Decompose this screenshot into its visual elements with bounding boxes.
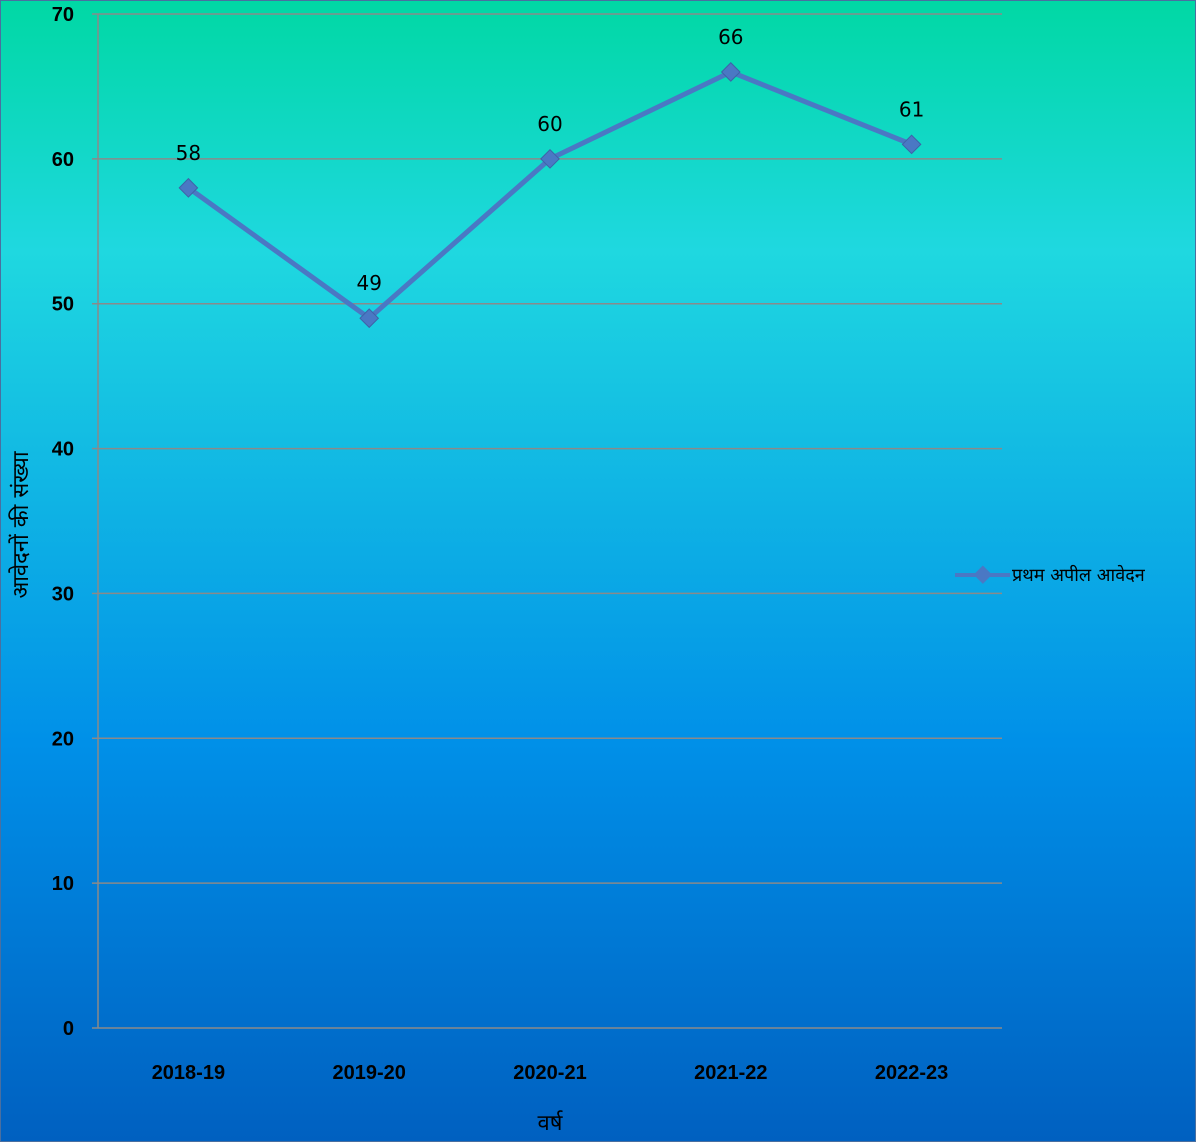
y-tick-labels: 0 10 20 30 40 50 60 70 — [52, 4, 74, 1040]
y-tick-label: 50 — [52, 294, 74, 316]
data-label: 66 — [718, 25, 743, 49]
y-axis-title: आवेदनों की संख्या — [8, 451, 34, 598]
legend: प्रथम अपील आवेदन — [955, 564, 1146, 586]
data-point-marker — [540, 148, 560, 169]
data-label: 61 — [899, 97, 924, 121]
x-tick-label: 2019-20 — [332, 1062, 405, 1084]
x-tick-label: 2018-19 — [152, 1062, 225, 1084]
marker-layer — [178, 62, 922, 329]
data-label: 60 — [537, 112, 562, 136]
y-tick-label: 20 — [52, 728, 74, 750]
data-point-marker — [901, 134, 922, 155]
y-tick-label: 10 — [52, 873, 74, 895]
x-tick-label: 2021-22 — [694, 1062, 767, 1084]
x-tick-label: 2022-23 — [875, 1062, 948, 1084]
data-label: 49 — [356, 271, 381, 295]
legend-label: प्रथम अपील आवेदन — [1012, 564, 1146, 586]
legend-marker — [973, 565, 993, 584]
x-axis-title: वर्ष — [538, 1110, 564, 1136]
data-label: 58 — [176, 141, 201, 165]
data-point-marker — [720, 62, 741, 82]
y-tick-label: 70 — [52, 4, 74, 26]
data-label-layer: 58 49 60 66 61 — [176, 25, 925, 295]
y-tick-label: 40 — [52, 439, 74, 461]
y-tick-label: 60 — [52, 149, 74, 171]
x-tick-label: 2020-21 — [513, 1062, 586, 1084]
data-point-marker — [178, 177, 199, 198]
gridlines — [92, 13, 1002, 1029]
x-tick-labels: 2018-19 2019-20 2020-21 2021-22 2022-23 — [152, 1062, 949, 1084]
axes — [97, 14, 1002, 1029]
data-point-marker — [359, 308, 380, 329]
y-tick-label: 0 — [63, 1018, 74, 1040]
y-tick-label: 30 — [52, 583, 74, 605]
